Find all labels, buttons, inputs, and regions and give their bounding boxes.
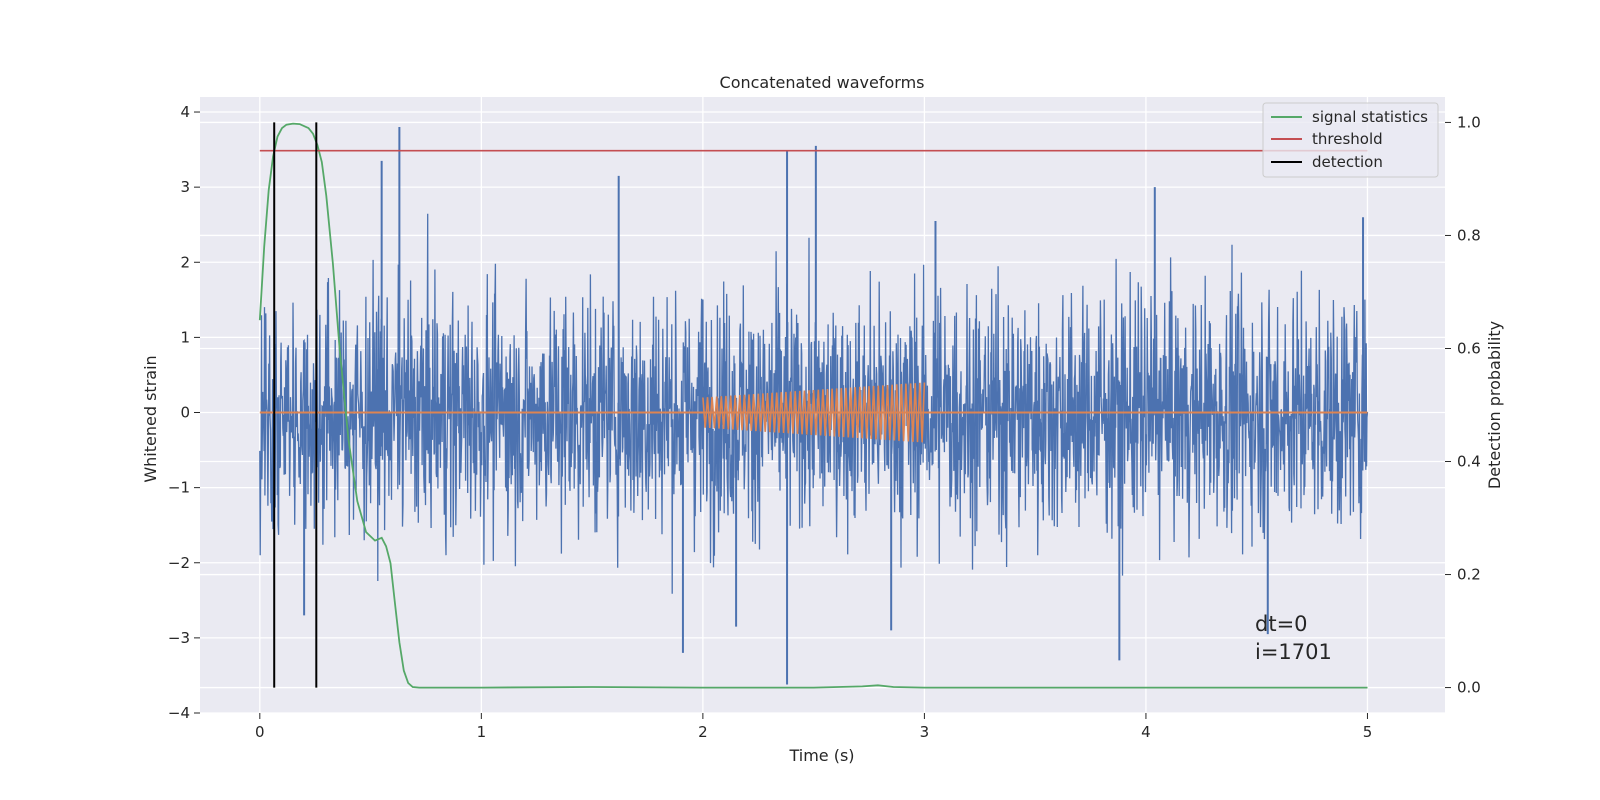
legend-label-detection: detection bbox=[1312, 153, 1383, 171]
x-tick-label: 1 bbox=[477, 723, 487, 741]
y-tick-label: −2 bbox=[168, 554, 190, 572]
x-tick-label: 3 bbox=[920, 723, 930, 741]
y-tick-label: −4 bbox=[168, 704, 190, 722]
y-axis-label: Whitened strain bbox=[141, 355, 160, 482]
x-axis: 0 1 2 3 4 5 bbox=[255, 713, 1372, 741]
legend-label-signal-statistics: signal statistics bbox=[1312, 108, 1428, 126]
annotation-line-1: dt=0 bbox=[1255, 612, 1308, 636]
y-axis-right: 0.0 0.2 0.4 0.6 0.8 1.0 bbox=[1445, 113, 1481, 696]
legend: signal statistics threshold detection bbox=[1263, 103, 1438, 177]
x-tick-label: 2 bbox=[698, 723, 708, 741]
y-tick-label: 0 bbox=[180, 404, 190, 422]
y-tick-label: 4 bbox=[180, 103, 190, 121]
chart-title: Concatenated waveforms bbox=[720, 73, 925, 92]
y2-tick-label: 0.4 bbox=[1457, 453, 1481, 471]
y2-tick-label: 1.0 bbox=[1457, 113, 1481, 131]
x-tick-label: 0 bbox=[255, 723, 265, 741]
y-tick-label: 3 bbox=[180, 178, 190, 196]
y-tick-label: −1 bbox=[168, 479, 190, 497]
x-tick-label: 5 bbox=[1363, 723, 1373, 741]
annotation-line-2: i=1701 bbox=[1255, 640, 1332, 664]
y-axis-left: −4 −3 −2 −1 0 1 2 3 4 bbox=[168, 103, 200, 722]
y-tick-label: −3 bbox=[168, 629, 190, 647]
y-tick-label: 1 bbox=[180, 328, 190, 346]
y2-tick-label: 0.8 bbox=[1457, 226, 1481, 244]
x-tick-label: 4 bbox=[1141, 723, 1151, 741]
y2-axis-label: Detection probability bbox=[1485, 321, 1504, 489]
y-tick-label: 2 bbox=[180, 253, 190, 271]
figure: −4−3−2−101234 0.00.20.40.60.81.0 012345 … bbox=[0, 0, 1600, 800]
y2-tick-label: 0.2 bbox=[1457, 566, 1481, 584]
y2-tick-label: 0.6 bbox=[1457, 339, 1481, 357]
x-axis-label: Time (s) bbox=[788, 746, 854, 765]
legend-label-threshold: threshold bbox=[1312, 130, 1383, 148]
y2-tick-label: 0.0 bbox=[1457, 679, 1481, 697]
